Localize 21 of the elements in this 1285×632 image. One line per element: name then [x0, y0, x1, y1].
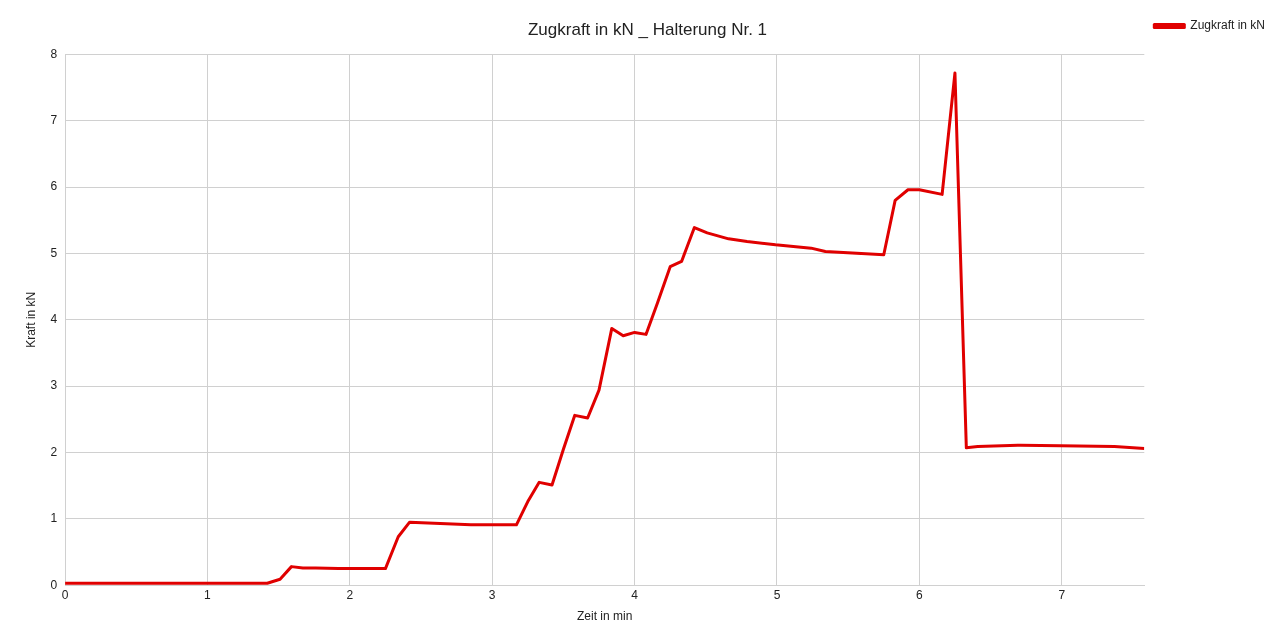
x-tick-label: 3	[488, 587, 496, 602]
y-tick-label: 5	[50, 245, 58, 260]
x-tick-label: 2	[346, 587, 354, 602]
x-tick-label: 0	[61, 587, 69, 602]
y-tick-label: 7	[50, 113, 58, 128]
x-tick-label: 7	[1058, 587, 1066, 602]
y-tick-label: 8	[50, 46, 58, 61]
y-tick-label: 1	[50, 511, 58, 526]
x-tick-label: 4	[631, 587, 639, 602]
y-tick-label: 6	[50, 179, 58, 194]
chart-title: Zugkraft in kN _ Halterung Nr. 1	[527, 19, 768, 39]
y-tick-label: 4	[50, 312, 58, 327]
y-tick-label: 0	[50, 577, 58, 592]
legend-label: Zugkraft in kN	[1190, 18, 1266, 33]
x-axis-title: Zeit in min	[577, 609, 633, 624]
y-tick-label: 3	[50, 378, 58, 393]
x-tick-label: 1	[204, 587, 212, 602]
x-tick-label: 5	[773, 587, 781, 602]
y-tick-label: 2	[50, 444, 58, 459]
y-axis-title: Kraft in kN	[23, 291, 38, 348]
x-tick-label: 6	[916, 587, 924, 602]
